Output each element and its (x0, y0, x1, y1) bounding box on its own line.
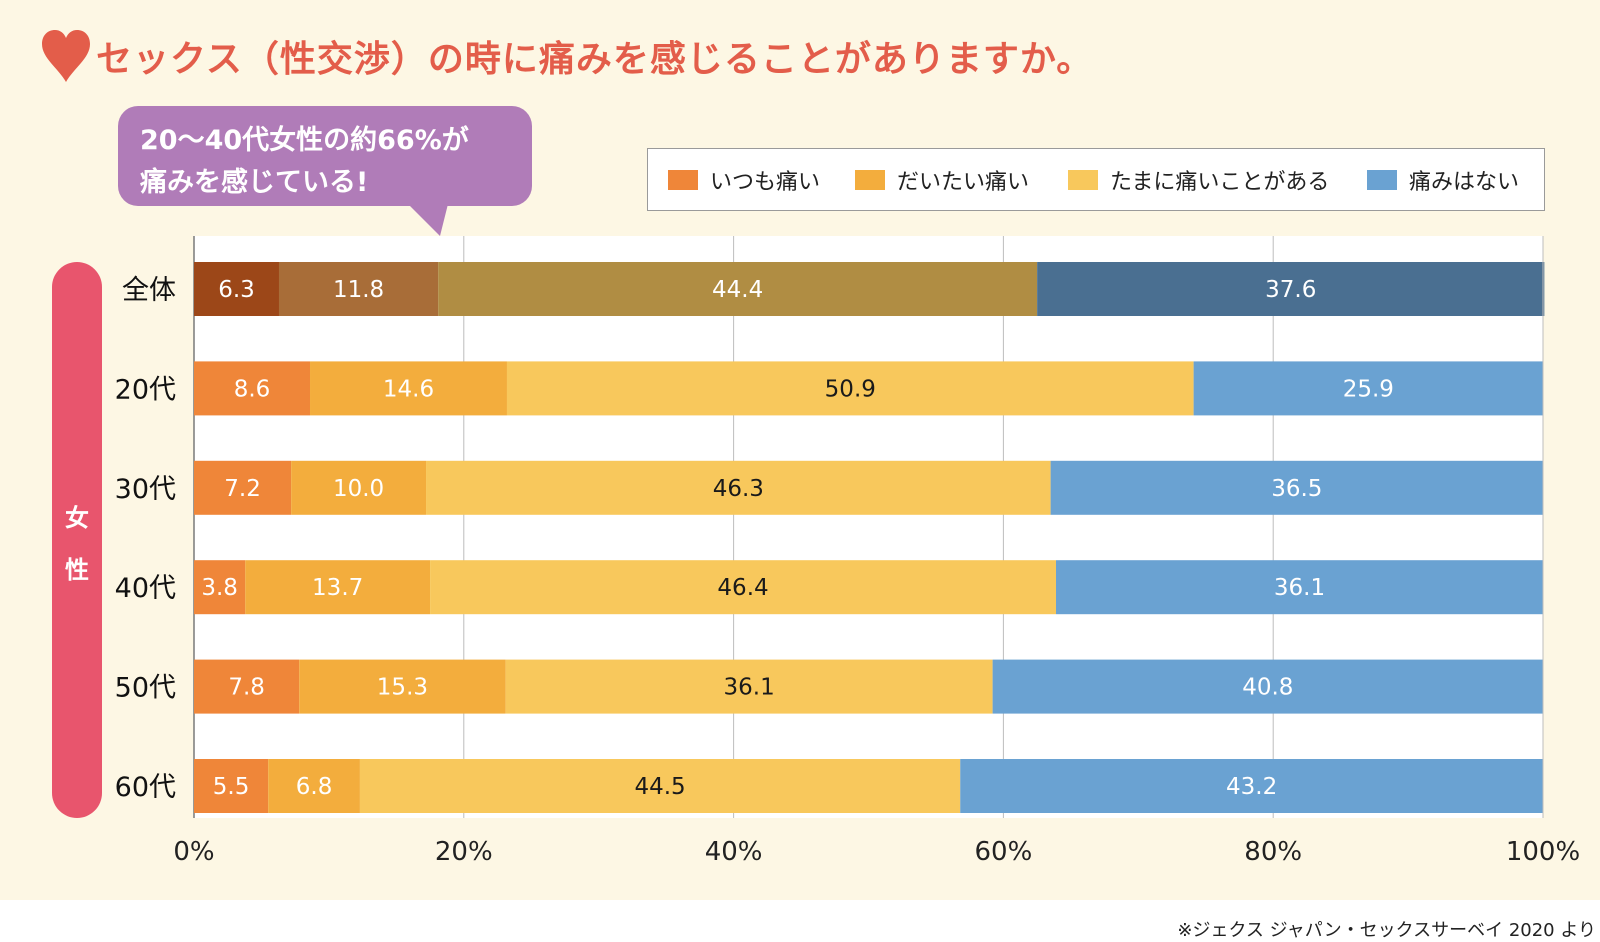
legend-label: いつも痛い (710, 170, 821, 195)
legend-item-mostly: だいたい痛い (855, 167, 1030, 195)
callout-bubble: 20〜40代女性の約66%が 痛みを感じている! (118, 106, 532, 206)
data-label: 40.8 (1242, 675, 1293, 701)
x-tick-label: 100% (1506, 837, 1580, 867)
legend-item-sometimes: たまに痛いことがある (1068, 167, 1330, 195)
legend-swatch (855, 170, 885, 190)
legend-label: たまに痛いことがある (1110, 170, 1330, 195)
gender-label: 女 性 (52, 492, 102, 596)
callout-tail (400, 196, 450, 236)
data-label: 44.5 (634, 774, 685, 800)
data-label: 36.1 (724, 675, 775, 701)
category-label: 40代 (115, 573, 176, 604)
source-note: ※ジェクス ジャパン・セックスサーベイ 2020 より (1177, 920, 1596, 941)
category-label: 20代 (115, 374, 176, 405)
bar-segment (194, 659, 300, 714)
data-label: 36.5 (1271, 476, 1322, 502)
category-label: 60代 (115, 772, 176, 803)
legend-swatch (668, 170, 698, 190)
bar-segment (430, 560, 1057, 615)
bar-segment (299, 659, 506, 714)
data-label: 37.6 (1265, 277, 1316, 303)
bar-segment (1037, 262, 1545, 316)
bar-segment (194, 560, 246, 615)
data-label: 25.9 (1343, 376, 1394, 402)
x-tick-label: 80% (1244, 837, 1302, 867)
data-label: 15.3 (377, 675, 428, 701)
category-label: 50代 (115, 673, 176, 704)
data-label: 14.6 (383, 376, 434, 402)
bar-segment (426, 460, 1051, 515)
data-label: 8.6 (234, 376, 271, 402)
bar-segment (245, 560, 431, 615)
heart-icon (42, 30, 90, 82)
data-label: 36.1 (1274, 575, 1325, 601)
data-label: 7.8 (228, 675, 265, 701)
legend-swatch (1068, 170, 1098, 190)
bar-segment (1193, 361, 1543, 416)
legend-item-none: 痛みはない (1367, 167, 1520, 195)
data-label: 46.4 (717, 575, 768, 601)
bar-segment (506, 361, 1194, 416)
callout-line-2: 痛みを感じている! (140, 167, 369, 198)
gender-group-label: 女 性 (52, 262, 102, 818)
bar-segment (1056, 560, 1543, 615)
bar-segment (505, 659, 993, 714)
bar-segment (359, 759, 961, 813)
bar-segment (194, 460, 292, 515)
data-label: 46.3 (713, 476, 764, 502)
data-label: 7.2 (224, 476, 261, 502)
bar-segment (268, 759, 360, 813)
plot-area (194, 236, 1543, 818)
bar-segment (992, 659, 1543, 714)
bar-segment (278, 262, 439, 316)
category-label: 全体 (122, 275, 176, 306)
data-label: 44.4 (712, 277, 763, 303)
category-label: 30代 (115, 474, 176, 505)
legend-swatch (1367, 170, 1397, 190)
stacked-bar-chart: 0% 20% 40% 60% 80% 100% 全体 6.3 11.8 44.4 37.6 20代 8.… (115, 236, 1580, 867)
gender-char: 性 (65, 556, 89, 584)
data-label: 13.7 (312, 575, 363, 601)
bar-segment (1050, 460, 1543, 515)
legend-label: だいたい痛い (897, 170, 1030, 195)
data-label: 6.3 (218, 277, 255, 303)
data-label: 43.2 (1226, 774, 1277, 800)
gender-char: 女 (65, 504, 89, 532)
chart-title: セックス（性交渉）の時に痛みを感じることがありますか。 (96, 39, 1094, 80)
data-label: 50.9 (825, 376, 876, 402)
data-label: 3.8 (201, 575, 238, 601)
bar-segment (310, 361, 507, 416)
bar-segment (194, 262, 279, 316)
x-tick-label: 0% (173, 837, 214, 867)
bar-segment (960, 759, 1543, 813)
data-label: 6.8 (296, 774, 333, 800)
data-label: 5.5 (213, 774, 250, 800)
legend-label: 痛みはない (1409, 170, 1520, 195)
bar-segment (438, 262, 1038, 316)
x-tick-label: 40% (705, 837, 763, 867)
bar-segment (291, 460, 427, 515)
callout-line-1: 20〜40代女性の約66%が (140, 125, 469, 156)
data-label: 10.0 (333, 476, 384, 502)
x-tick-label: 20% (435, 837, 493, 867)
x-tick-label: 60% (975, 837, 1033, 867)
data-label: 11.8 (333, 277, 384, 303)
legend: いつも痛い だいたい痛い たまに痛いことがある 痛みはない (647, 148, 1545, 211)
legend-item-always: いつも痛い (668, 167, 821, 195)
bar-segment (194, 759, 269, 813)
bar-segment (194, 361, 311, 416)
